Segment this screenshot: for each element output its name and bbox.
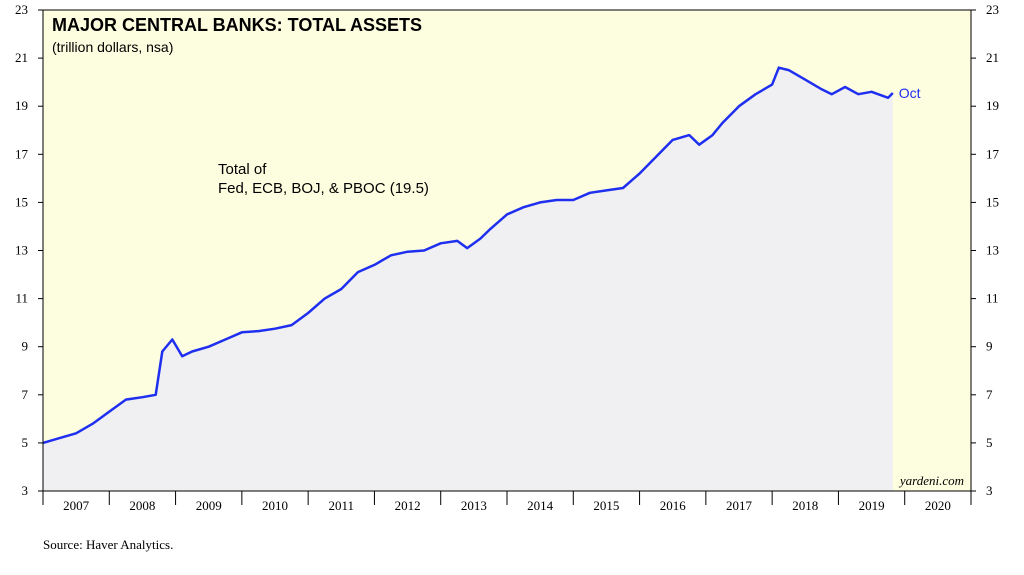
area-fill: [43, 67, 893, 491]
x-tick-label: 2014: [527, 498, 554, 513]
y2-tick-label: 5: [986, 435, 993, 450]
y2-tick-label: 13: [986, 243, 999, 258]
y-tick-label: 13: [15, 243, 28, 258]
x-tick-label: 2011: [329, 498, 355, 513]
y2-tick-label: 21: [986, 50, 999, 65]
end-label: Oct: [899, 85, 921, 101]
y-tick-label: 23: [15, 2, 28, 17]
x-tick-label: 2007: [63, 498, 90, 513]
y-tick-label: 11: [15, 291, 28, 306]
y2-tick-label: 7: [986, 387, 993, 402]
x-tick-label: 2008: [129, 498, 155, 513]
x-tick-label: 2017: [726, 498, 753, 513]
marks: [42, 66, 894, 491]
annotation: Fed, ECB, BOJ, & PBOC (19.5): [218, 180, 429, 197]
x-tick-label: 2015: [593, 498, 619, 513]
y-tick-label: 17: [15, 146, 29, 161]
y2-tick-label: 15: [986, 194, 999, 209]
y-tick-label: 9: [22, 339, 29, 354]
chart-subtitle: (trillion dollars, nsa): [52, 39, 173, 55]
annotation: Total of: [218, 161, 267, 178]
chart-title: MAJOR CENTRAL BANKS: TOTAL ASSETS: [52, 15, 422, 35]
y-tick-label: 7: [22, 387, 29, 402]
x-tick-label: 2013: [461, 498, 487, 513]
x-tick-label: 2016: [660, 498, 687, 513]
x-tick-label: 2009: [196, 498, 222, 513]
watermark: yardeni.com: [898, 473, 964, 488]
y2-tick-label: 9: [986, 339, 993, 354]
x-tick-label: 2020: [925, 498, 951, 513]
x-tick-label: 2019: [859, 498, 885, 513]
line: [42, 66, 894, 445]
x-tick-label: 2012: [395, 498, 421, 513]
y-tick-label: 5: [22, 435, 29, 450]
source: Source: Haver Analytics.: [43, 537, 173, 552]
y-tick-label: 3: [22, 483, 29, 498]
y2-tick-label: 23: [986, 2, 999, 17]
x-tick-label: 2010: [262, 498, 288, 513]
x-tick-label: 2018: [792, 498, 818, 513]
y2-tick-label: 19: [986, 98, 999, 113]
y2-tick-label: 17: [986, 146, 1000, 161]
y-tick-label: 19: [15, 98, 28, 113]
y-tick-label: 15: [15, 194, 28, 209]
y2-tick-label: 11: [986, 291, 999, 306]
y-tick-label: 21: [15, 50, 28, 65]
y2-tick-label: 3: [986, 483, 993, 498]
